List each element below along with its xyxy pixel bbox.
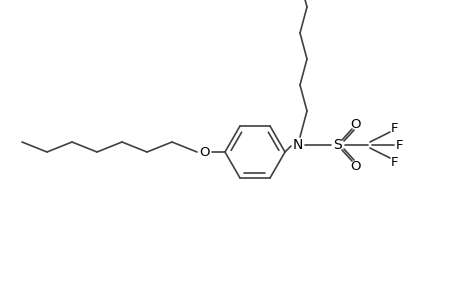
Text: O: O xyxy=(350,160,360,172)
Text: O: O xyxy=(199,146,210,158)
Text: F: F xyxy=(391,122,398,134)
Text: O: O xyxy=(350,118,360,130)
Text: S: S xyxy=(333,138,341,152)
Text: F: F xyxy=(391,155,398,169)
Text: F: F xyxy=(395,139,403,152)
Text: N: N xyxy=(292,138,302,152)
